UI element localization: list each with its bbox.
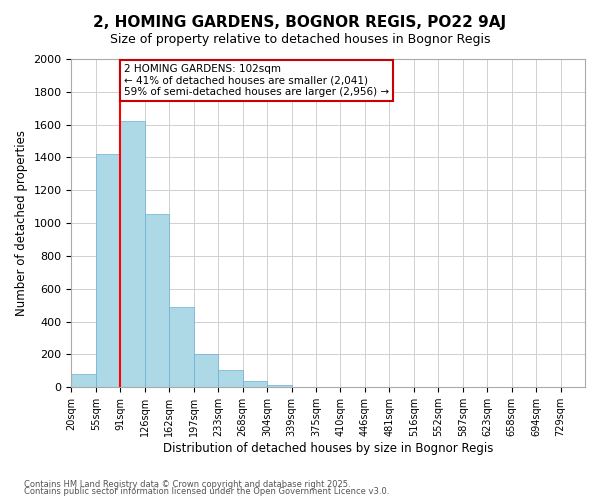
Bar (145, 214, 169, 387)
Text: Contains public sector information licensed under the Open Government Licence v3: Contains public sector information licen… (24, 487, 389, 496)
Bar (121, 120, 145, 387)
Text: Contains HM Land Registry data © Crown copyright and database right 2025.: Contains HM Land Registry data © Crown c… (24, 480, 350, 489)
Bar (169, 307, 194, 387)
Bar (267, 385, 292, 387)
X-axis label: Distribution of detached houses by size in Bognor Regis: Distribution of detached houses by size … (163, 442, 493, 455)
Y-axis label: Number of detached properties: Number of detached properties (15, 130, 28, 316)
Text: Size of property relative to detached houses in Bognor Regis: Size of property relative to detached ho… (110, 32, 490, 46)
Bar (218, 370, 242, 387)
Bar (96, 154, 121, 387)
Text: 2 HOMING GARDENS: 102sqm
← 41% of detached houses are smaller (2,041)
59% of sem: 2 HOMING GARDENS: 102sqm ← 41% of detach… (124, 64, 389, 97)
Text: 2, HOMING GARDENS, BOGNOR REGIS, PO22 9AJ: 2, HOMING GARDENS, BOGNOR REGIS, PO22 9A… (94, 15, 506, 30)
Bar (194, 354, 218, 387)
Bar (242, 382, 267, 387)
Bar (71, 374, 96, 387)
